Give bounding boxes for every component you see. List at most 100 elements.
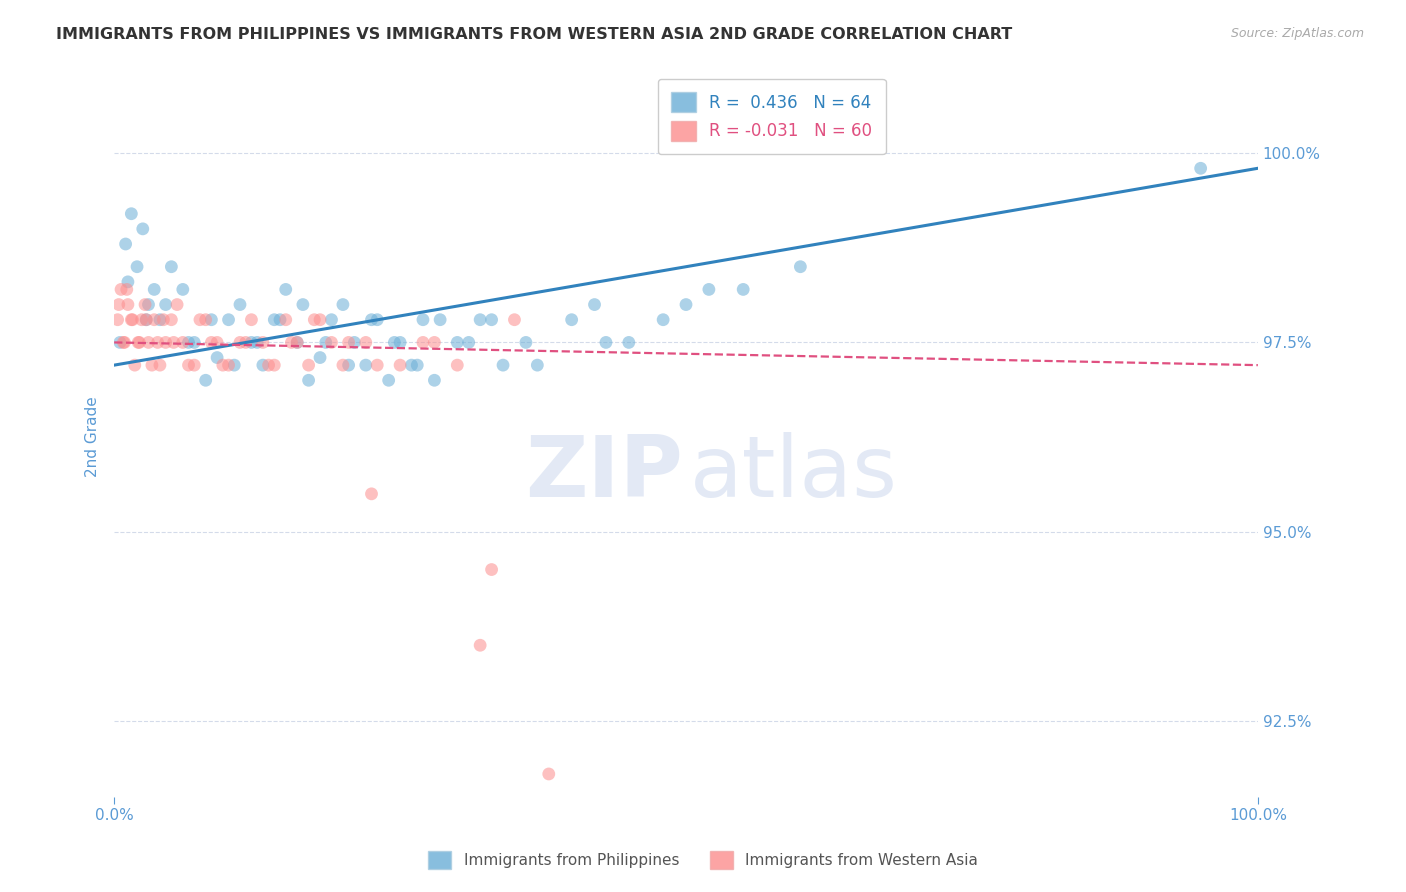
Point — [595, 335, 617, 350]
Point — [354, 358, 377, 372]
Point — [492, 358, 515, 372]
Point — [304, 312, 326, 326]
Point — [297, 373, 319, 387]
Point — [200, 335, 222, 350]
Point — [149, 358, 172, 372]
Point — [160, 312, 183, 326]
Point — [309, 312, 332, 326]
Point — [166, 297, 188, 311]
Text: IMMIGRANTS FROM PHILIPPINES VS IMMIGRANTS FROM WESTERN ASIA 2ND GRADE CORRELATIO: IMMIGRANTS FROM PHILIPPINES VS IMMIGRANT… — [56, 27, 1012, 42]
Point — [280, 335, 302, 350]
Point — [274, 312, 297, 326]
Point — [135, 312, 157, 326]
Point — [561, 312, 583, 326]
Point — [183, 335, 205, 350]
Point — [263, 358, 285, 372]
Point — [172, 335, 194, 350]
Point — [401, 358, 423, 372]
Point — [481, 563, 503, 577]
Point — [263, 312, 285, 326]
Point — [107, 297, 129, 311]
Point — [526, 358, 548, 372]
Point — [297, 358, 319, 372]
Point — [446, 358, 468, 372]
Point — [240, 312, 263, 326]
Text: Source: ZipAtlas.com: Source: ZipAtlas.com — [1230, 27, 1364, 40]
Point — [172, 282, 194, 296]
Point — [218, 358, 240, 372]
Point — [354, 335, 377, 350]
Point — [155, 297, 177, 311]
Point — [188, 312, 211, 326]
Point — [146, 335, 169, 350]
Point — [128, 335, 150, 350]
Point — [470, 638, 492, 652]
Point — [117, 275, 139, 289]
Point — [240, 335, 263, 350]
Point — [337, 335, 360, 350]
Point — [337, 358, 360, 372]
Point — [114, 335, 136, 350]
Point — [315, 335, 337, 350]
Point — [406, 358, 429, 372]
Point — [124, 358, 146, 372]
Point — [389, 358, 412, 372]
Point — [733, 282, 755, 296]
Point — [332, 358, 354, 372]
Point — [143, 312, 166, 326]
Point — [246, 335, 269, 350]
Point — [125, 260, 148, 274]
Point — [152, 312, 174, 326]
Point — [503, 312, 526, 326]
Point — [366, 358, 388, 372]
Point — [131, 312, 153, 326]
Point — [360, 487, 382, 501]
Point — [183, 358, 205, 372]
Point — [120, 312, 142, 326]
Point — [163, 335, 186, 350]
Point — [127, 335, 149, 350]
Point — [789, 260, 811, 274]
Point — [1189, 161, 1212, 176]
Point — [134, 297, 156, 311]
Point — [429, 312, 451, 326]
Point — [149, 312, 172, 326]
Point — [138, 335, 160, 350]
Y-axis label: 2nd Grade: 2nd Grade — [86, 397, 100, 477]
Point — [412, 312, 434, 326]
Point — [205, 335, 228, 350]
Point — [115, 282, 138, 296]
Point — [285, 335, 308, 350]
Point — [108, 335, 131, 350]
Point — [112, 335, 135, 350]
Point — [675, 297, 697, 311]
Text: atlas: atlas — [689, 432, 897, 515]
Point — [309, 351, 332, 365]
Point — [110, 282, 132, 296]
Point — [211, 358, 233, 372]
Point — [114, 237, 136, 252]
Point — [117, 297, 139, 311]
Point — [366, 312, 388, 326]
Point — [229, 297, 252, 311]
Point — [143, 282, 166, 296]
Point — [321, 335, 343, 350]
Point — [652, 312, 675, 326]
Point — [120, 207, 142, 221]
Text: ZIP: ZIP — [524, 432, 682, 515]
Point — [218, 312, 240, 326]
Point — [200, 312, 222, 326]
Point — [583, 297, 606, 311]
Point — [224, 358, 246, 372]
Point — [229, 335, 252, 350]
Point — [457, 335, 479, 350]
Point — [194, 312, 217, 326]
Point — [537, 767, 560, 781]
Point — [360, 312, 382, 326]
Point — [160, 260, 183, 274]
Point — [252, 335, 274, 350]
Point — [269, 312, 291, 326]
Point — [194, 373, 217, 387]
Point — [697, 282, 720, 296]
Legend: Immigrants from Philippines, Immigrants from Western Asia: Immigrants from Philippines, Immigrants … — [422, 845, 984, 875]
